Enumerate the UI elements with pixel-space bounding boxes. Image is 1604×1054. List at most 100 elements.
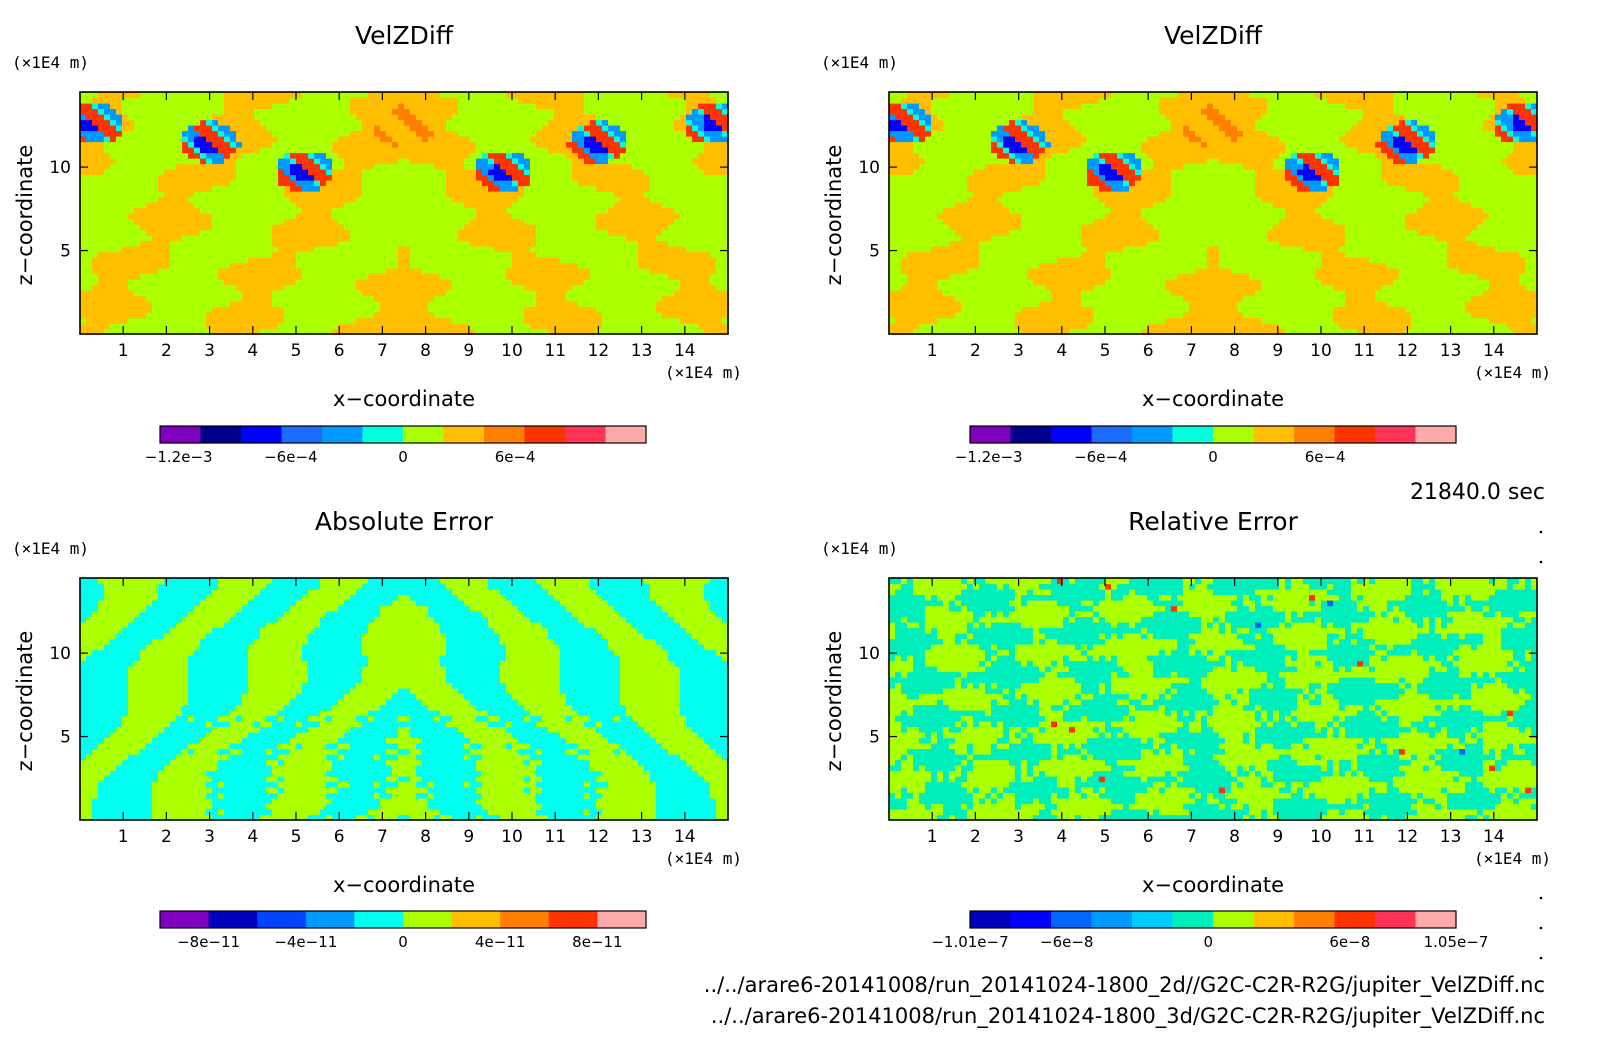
contour-cell [236, 273, 243, 280]
contour-cell [284, 328, 291, 335]
contour-cell [80, 152, 87, 159]
contour-cell [200, 174, 207, 181]
contour-cell [122, 262, 129, 269]
contour-cell [254, 257, 261, 264]
contour-cell [590, 97, 597, 104]
contour-cell [344, 185, 351, 192]
contour-cell [248, 306, 255, 313]
contour-cell [446, 213, 453, 220]
contour-cell [710, 218, 717, 225]
contour-cell [632, 92, 639, 99]
contour-cell [889, 141, 896, 148]
contour-cell [470, 196, 477, 203]
contour-cell [374, 268, 381, 275]
contour-cell [698, 268, 705, 275]
contour-cell [590, 224, 597, 231]
contour-cell [338, 306, 345, 313]
contour-cell [608, 218, 615, 225]
contour-cell [452, 262, 459, 269]
contour-cell [314, 301, 321, 308]
contour-cell [386, 328, 393, 335]
contour-cell [278, 273, 285, 280]
contour-cell [344, 279, 351, 286]
contour-cell [584, 108, 591, 115]
contour-cell [194, 147, 201, 154]
contour-cell [386, 202, 393, 209]
contour-cell [889, 279, 896, 286]
contour-cell [554, 251, 561, 258]
contour-cell [356, 152, 363, 159]
contour-cell [350, 290, 357, 297]
contour-cell [380, 202, 387, 209]
contour-cell [320, 130, 327, 137]
contour-cell [86, 224, 93, 231]
contour-cell [194, 295, 201, 302]
contour-cell [230, 235, 237, 242]
contour-cell [176, 202, 183, 209]
contour-cell [620, 174, 627, 181]
contour-cell [530, 312, 537, 319]
contour-cell [146, 240, 153, 247]
contour-cell [907, 328, 914, 335]
contour-cell [218, 97, 225, 104]
contour-cell [596, 196, 603, 203]
contour-cell [218, 301, 225, 308]
contour-cell [901, 317, 908, 324]
contour-cell [590, 125, 597, 132]
contour-cell [92, 108, 99, 115]
contour-cell [452, 163, 459, 170]
contour-cell [620, 268, 627, 275]
contour-cell [86, 207, 93, 214]
contour-cell [907, 251, 914, 258]
contour-cell [710, 246, 717, 253]
contour-cell [542, 218, 549, 225]
contour-cell [164, 317, 171, 324]
contour-cell [536, 147, 543, 154]
contour-cell [218, 295, 225, 302]
contour-cell [236, 158, 243, 165]
contour-cell [476, 163, 483, 170]
colorbar-swatch [281, 426, 323, 443]
contour-cell [716, 92, 723, 99]
contour-cell [524, 262, 531, 269]
contour-cell [542, 268, 549, 275]
contour-cell [584, 147, 591, 154]
contour-cell [134, 218, 141, 225]
contour-cell [386, 306, 393, 313]
contour-cell [164, 284, 171, 291]
contour-cell [614, 108, 621, 115]
contour-cell [722, 306, 729, 313]
contour-cell [614, 328, 621, 335]
contour-cell [889, 218, 896, 225]
contour-cell [530, 174, 537, 181]
contour-cell [92, 240, 99, 247]
contour-cell [98, 191, 105, 198]
contour-cell [710, 108, 717, 115]
contour-cell [212, 273, 219, 280]
contour-cell [110, 273, 117, 280]
contour-cell [278, 290, 285, 297]
contour-cell [368, 312, 375, 319]
contour-cell [692, 169, 699, 176]
contour-cell [356, 262, 363, 269]
contour-cell [350, 235, 357, 242]
contour-cell [284, 246, 291, 253]
contour-cell [230, 317, 237, 324]
contour-cell [464, 257, 471, 264]
contour-cell [182, 251, 189, 258]
contour-cell [170, 196, 177, 203]
contour-cell [98, 119, 105, 126]
contour-cell [254, 152, 261, 159]
contour-cell [644, 125, 651, 132]
contour-cell [416, 163, 423, 170]
contour-cell [416, 290, 423, 297]
contour-cell [632, 196, 639, 203]
contour-cell [158, 312, 165, 319]
contour-cell [392, 273, 399, 280]
chart-title: VelZDiff [1164, 21, 1263, 50]
contour-cell [542, 284, 549, 291]
contour-cell [110, 268, 117, 275]
contour-cell [296, 268, 303, 275]
contour-cell [674, 119, 681, 126]
contour-cell [422, 213, 429, 220]
